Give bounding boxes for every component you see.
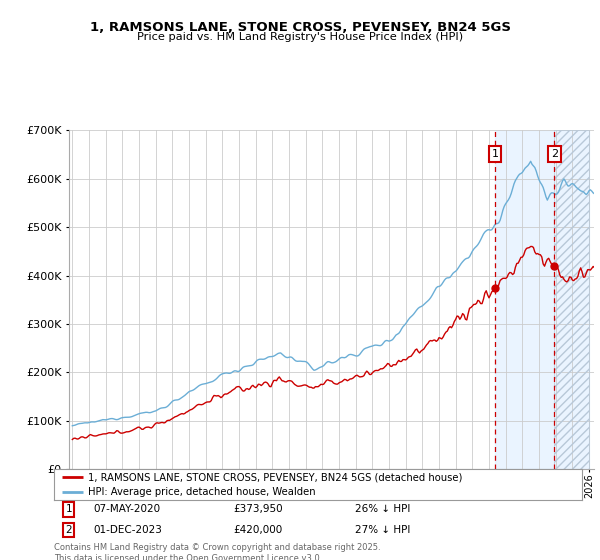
Text: 1: 1 (65, 505, 72, 515)
Text: 1, RAMSONS LANE, STONE CROSS, PEVENSEY, BN24 5GS (detached house): 1, RAMSONS LANE, STONE CROSS, PEVENSEY, … (88, 472, 463, 482)
Text: 1: 1 (491, 149, 499, 159)
Text: 27% ↓ HPI: 27% ↓ HPI (355, 525, 410, 535)
Text: 26% ↓ HPI: 26% ↓ HPI (355, 505, 410, 515)
Text: 01-DEC-2023: 01-DEC-2023 (94, 525, 163, 535)
Text: 2: 2 (65, 525, 72, 535)
Text: 1, RAMSONS LANE, STONE CROSS, PEVENSEY, BN24 5GS: 1, RAMSONS LANE, STONE CROSS, PEVENSEY, … (89, 21, 511, 34)
Text: Price paid vs. HM Land Registry's House Price Index (HPI): Price paid vs. HM Land Registry's House … (137, 32, 463, 43)
Text: 07-MAY-2020: 07-MAY-2020 (94, 505, 161, 515)
Text: HPI: Average price, detached house, Wealden: HPI: Average price, detached house, Weal… (88, 487, 316, 497)
Text: Contains HM Land Registry data © Crown copyright and database right 2025.
This d: Contains HM Land Registry data © Crown c… (54, 543, 380, 560)
Text: 2: 2 (551, 149, 558, 159)
Bar (495, 130, 589, 469)
Text: £373,950: £373,950 (233, 505, 283, 515)
Text: £420,000: £420,000 (233, 525, 283, 535)
Bar (554, 130, 589, 469)
